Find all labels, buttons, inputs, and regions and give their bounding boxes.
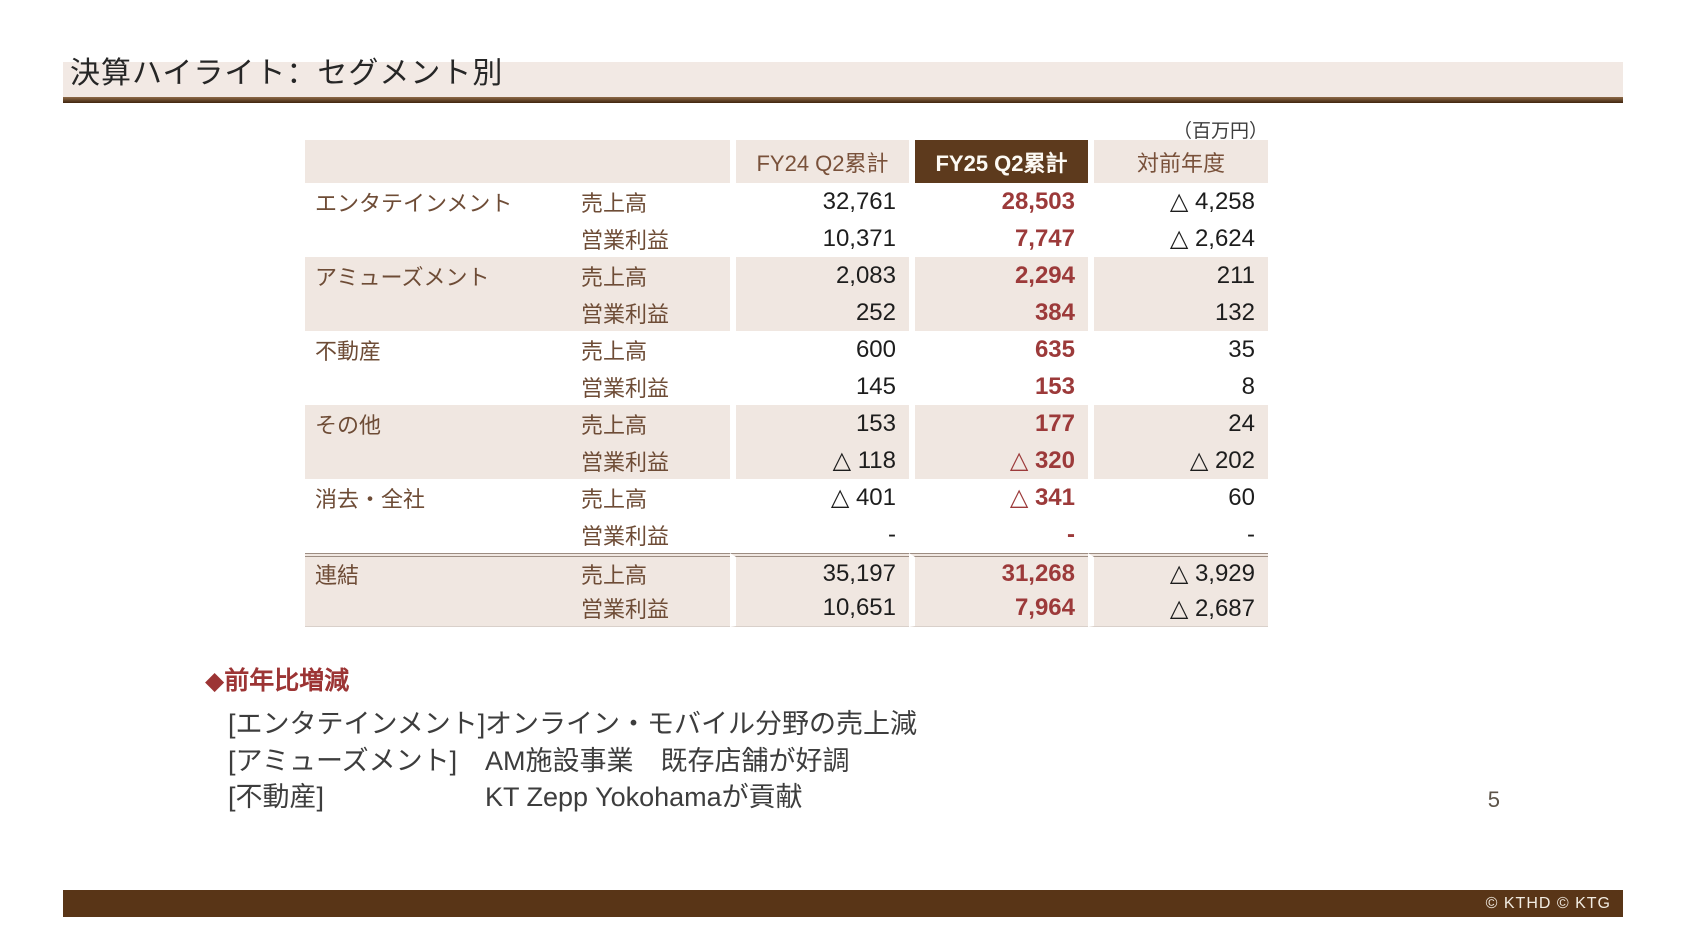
- yoy-value: △ 3,929: [1088, 553, 1268, 590]
- table-header-blank: [305, 140, 730, 183]
- segment-results-table: FY24 Q2累計 FY25 Q2累計 対前年度 エンタテインメント 売上高 3…: [305, 140, 1268, 627]
- note-description: オンライン・モバイル分野の売上減: [485, 709, 917, 739]
- segment-cell: [305, 516, 557, 553]
- segment-cell: 消去・全社: [305, 479, 557, 516]
- segment-cell: [305, 590, 557, 627]
- yoy-value: △ 4,258: [1088, 183, 1268, 220]
- yoy-value: △ 2,687: [1088, 590, 1268, 627]
- fy24-value: 145: [730, 368, 909, 405]
- footer-copyright: © KTHD © KTG: [1485, 894, 1611, 912]
- page-title: 決算ハイライト：セグメント別: [70, 57, 504, 90]
- fy24-value: -: [730, 516, 909, 553]
- table-header-fy24: FY24 Q2累計: [730, 140, 909, 183]
- metric-cell: 営業利益: [557, 590, 730, 627]
- fy25-value: 7,964: [909, 590, 1088, 627]
- table-header-fy25: FY25 Q2累計: [909, 140, 1088, 183]
- yoy-notes-section: ◆前年比増減 [エンタテインメント] オンライン・モバイル分野の売上減 [アミュ…: [205, 661, 917, 816]
- fy25-value: 2,294: [909, 257, 1088, 294]
- segment-cell: [305, 294, 557, 331]
- note-item: [アミューズメント] AM施設事業 既存店舗が好調: [228, 743, 917, 780]
- metric-cell: 売上高: [557, 553, 730, 590]
- metric-cell: 営業利益: [557, 220, 730, 257]
- fy24-value: 32,761: [730, 183, 909, 220]
- fy25-value: △ 341: [909, 479, 1088, 516]
- segment-cell: [305, 442, 557, 479]
- yoy-value: △ 202: [1088, 442, 1268, 479]
- fy24-value: 600: [730, 331, 909, 368]
- fy25-value: 7,747: [909, 220, 1088, 257]
- note-label: [不動産]: [228, 782, 325, 812]
- metric-cell: 売上高: [557, 183, 730, 220]
- fy24-value: △ 401: [730, 479, 909, 516]
- metric-cell: 売上高: [557, 257, 730, 294]
- title-accent-rule: [63, 97, 1623, 103]
- fy25-value: 31,268: [909, 553, 1088, 590]
- fy24-value: 252: [730, 294, 909, 331]
- page-number: 5: [1487, 787, 1500, 812]
- note-item: [不動産] KT Zepp Yokohamaが貢献: [228, 779, 917, 816]
- note-description: AM施設事業 既存店舗が好調: [485, 745, 850, 776]
- yoy-value: 132: [1088, 294, 1268, 331]
- fy24-value: 153: [730, 405, 909, 442]
- segment-cell: [305, 220, 557, 257]
- footer-bar: © KTHD © KTG: [63, 890, 1623, 917]
- table-header-yoy: 対前年度: [1088, 140, 1268, 183]
- yoy-value: -: [1088, 516, 1268, 553]
- segment-cell: [305, 368, 557, 405]
- fy24-value: △ 118: [730, 442, 909, 479]
- fy25-value: 153: [909, 368, 1088, 405]
- fy25-value: -: [909, 516, 1088, 553]
- metric-cell: 売上高: [557, 331, 730, 368]
- yoy-value: 35: [1088, 331, 1268, 368]
- title-bar: [63, 62, 1623, 97]
- segment-cell: その他: [305, 405, 557, 442]
- segment-cell: エンタテインメント: [305, 183, 557, 220]
- yoy-value: 8: [1088, 368, 1268, 405]
- fy25-value: 635: [909, 331, 1088, 368]
- fy25-value: 177: [909, 405, 1088, 442]
- note-item: [エンタテインメント] オンライン・モバイル分野の売上減: [228, 706, 917, 743]
- fy25-value: 384: [909, 294, 1088, 331]
- yoy-value: 24: [1088, 405, 1268, 442]
- fy24-value: 35,197: [730, 553, 909, 590]
- yoy-value: 211: [1088, 257, 1268, 294]
- fy24-value: 10,651: [730, 590, 909, 627]
- metric-cell: 売上高: [557, 405, 730, 442]
- metric-cell: 営業利益: [557, 368, 730, 405]
- segment-cell: アミューズメント: [305, 257, 557, 294]
- unit-note: （百万円）: [1172, 121, 1268, 142]
- notes-heading: ◆前年比増減: [205, 667, 350, 695]
- note-description: KT Zepp Yokohamaが貢献: [485, 782, 803, 812]
- fy24-value: 10,371: [730, 220, 909, 257]
- fy24-value: 2,083: [730, 257, 909, 294]
- fy25-value: △ 320: [909, 442, 1088, 479]
- metric-cell: 営業利益: [557, 442, 730, 479]
- metric-cell: 営業利益: [557, 294, 730, 331]
- note-label: [エンタテインメント]: [228, 709, 486, 739]
- segment-cell: 不動産: [305, 331, 557, 368]
- note-label: [アミューズメント]: [228, 745, 458, 776]
- metric-cell: 営業利益: [557, 516, 730, 553]
- yoy-value: 60: [1088, 479, 1268, 516]
- segment-cell-total: 連結: [305, 553, 557, 590]
- fy25-value: 28,503: [909, 183, 1088, 220]
- metric-cell: 売上高: [557, 479, 730, 516]
- yoy-value: △ 2,624: [1088, 220, 1268, 257]
